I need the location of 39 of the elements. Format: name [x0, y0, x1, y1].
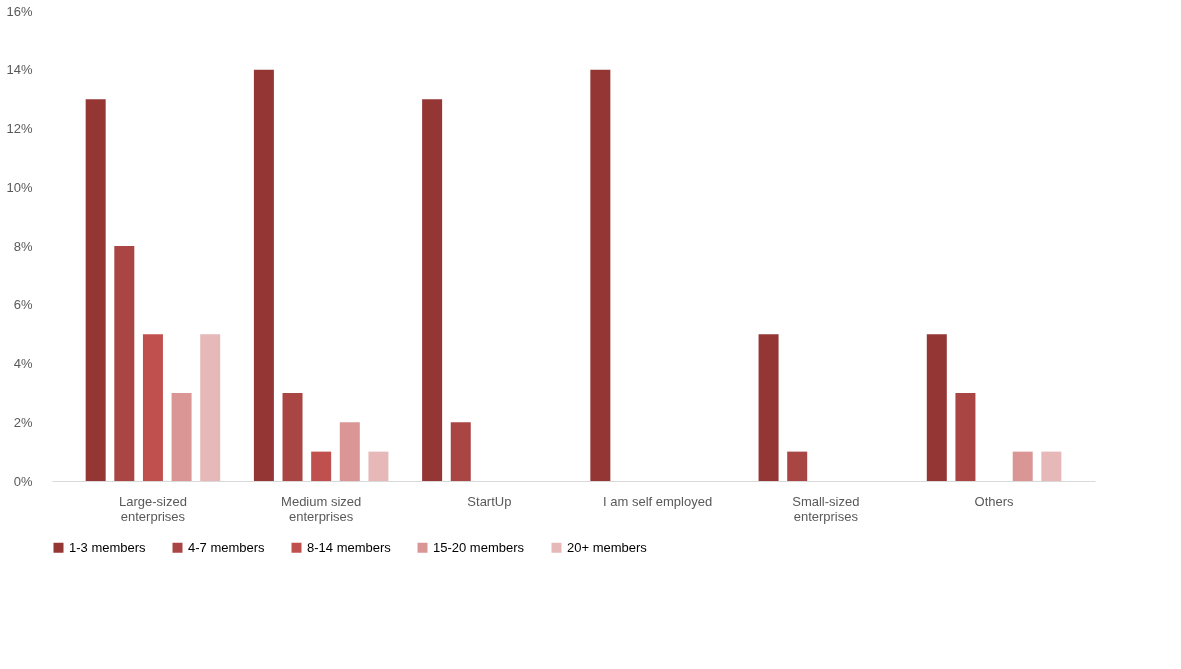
bar: [142, 334, 163, 481]
bar: [200, 334, 221, 481]
x-tick-label: Others: [974, 493, 1015, 509]
y-tick-label: 4%: [13, 356, 33, 371]
bar: [1012, 451, 1033, 481]
bar: [171, 392, 192, 481]
bar: [450, 422, 471, 481]
y-tick-label: 2%: [13, 414, 33, 430]
bar: [422, 99, 443, 481]
bar: [758, 334, 779, 481]
bar: [590, 69, 611, 481]
bar: [114, 246, 135, 481]
legend-label: 4-7 members: [188, 539, 266, 555]
x-tick-label: Medium sized enterprises: [281, 493, 362, 524]
bar: [368, 451, 389, 481]
y-tick-label: 0%: [13, 473, 33, 489]
x-tick-label: Small-sized enterprises: [792, 493, 860, 524]
bar: [955, 392, 976, 481]
legend-label: 15-20 members: [433, 539, 525, 555]
y-tick-label: 12%: [6, 121, 33, 136]
y-tick-label: 6%: [13, 297, 33, 313]
legend-label: 1-3 members: [69, 539, 147, 555]
legend-label: 8-14 members: [307, 539, 392, 555]
bar: [926, 334, 947, 481]
x-tick-label: StartUp: [467, 493, 512, 509]
bar: [253, 69, 274, 481]
bar: [282, 392, 303, 481]
bar: [85, 99, 106, 481]
y-tick-label: 10%: [6, 179, 33, 195]
y-tick-label: 8%: [13, 238, 33, 254]
x-tick-label: I am self employed: [603, 493, 713, 509]
bar: [311, 451, 332, 481]
x-tick-label: Large-sized enterprises: [118, 493, 187, 524]
y-tick-label: 16%: [6, 3, 33, 19]
y-tick-label: 14%: [6, 62, 33, 78]
bar: [787, 451, 808, 481]
bar: [1041, 451, 1062, 481]
bar: [339, 422, 360, 481]
legend-label: 20+ members: [567, 539, 648, 555]
